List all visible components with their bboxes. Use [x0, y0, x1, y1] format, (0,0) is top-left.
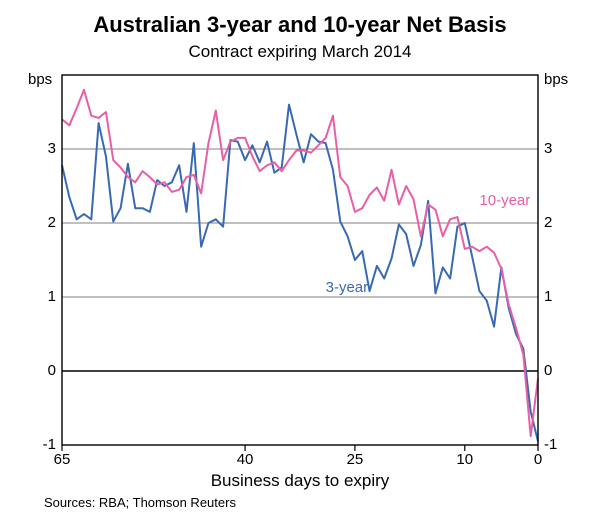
y-tick-right: 1	[544, 288, 552, 305]
x-axis-label: Business days to expiry	[0, 471, 600, 491]
y-tick-left: 1	[48, 288, 56, 305]
x-tick: 25	[343, 451, 367, 468]
series-label-10-year: 10-year	[479, 192, 530, 209]
y-tick-left: 3	[48, 140, 56, 157]
x-tick: 40	[233, 451, 257, 468]
x-tick: 10	[453, 451, 477, 468]
y-tick-right: 3	[544, 140, 552, 157]
y-axis-label-right: bps	[544, 71, 568, 88]
sources-text: Sources: RBA; Thomson Reuters	[44, 495, 236, 510]
y-axis-label-left: bps	[28, 71, 52, 88]
y-tick-right: 2	[544, 214, 552, 231]
chart-svg	[0, 0, 600, 515]
series-label-3-year: 3-year	[326, 279, 369, 296]
x-tick: 0	[526, 451, 550, 468]
y-tick-left: 0	[48, 362, 56, 379]
chart-container: Australian 3-year and 10-year Net Basis …	[0, 0, 600, 515]
y-tick-left: 2	[48, 214, 56, 231]
y-tick-right: 0	[544, 362, 552, 379]
x-tick: 65	[50, 451, 74, 468]
